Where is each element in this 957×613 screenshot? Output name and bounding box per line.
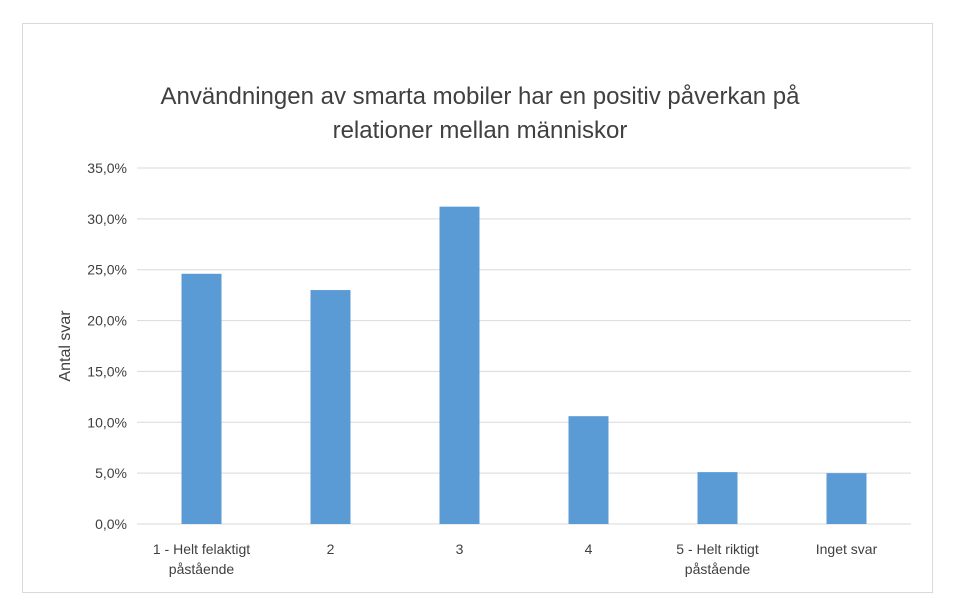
- chart-title-line-2: relationer mellan människor: [333, 117, 628, 144]
- bar: [826, 473, 867, 524]
- y-tick-label: 10,0%: [87, 414, 127, 430]
- y-tick-label: 5,0%: [95, 465, 127, 481]
- x-tick-label: 5 - Helt riktigt påstående: [676, 541, 759, 577]
- x-tick-label: 3: [456, 541, 464, 557]
- x-tick-label: 2: [327, 541, 335, 557]
- y-tick-labels: 0,0% 5,0% 10,0% 15,0% 20,0% 25,0% 30,0% 35,0%: [87, 160, 127, 532]
- bars: [181, 206, 867, 524]
- y-tick-label: 25,0%: [87, 262, 127, 278]
- bar: [310, 290, 351, 524]
- bar: [439, 206, 480, 524]
- bar: [181, 273, 222, 524]
- y-axis-label: Antal svar: [57, 310, 74, 382]
- bar: [697, 472, 738, 524]
- y-tick-label: 20,0%: [87, 313, 127, 329]
- y-tick-label: 15,0%: [87, 363, 127, 379]
- y-tick-label: 0,0%: [95, 516, 127, 532]
- gridlines: [137, 167, 911, 525]
- bar: [568, 416, 609, 524]
- x-tick-label: Inget svar: [816, 541, 878, 557]
- y-tick-label: 30,0%: [87, 211, 127, 227]
- chart-title-line-1: Användningen av smarta mobiler har en po…: [160, 83, 800, 110]
- x-tick-label: 1 - Helt felaktigt påstående: [153, 541, 250, 577]
- x-tick-labels: 1 - Helt felaktigt påstående 2 3 4 5 - Helt r…: [153, 541, 878, 577]
- x-tick-label: 4: [585, 541, 593, 557]
- y-tick-label: 35,0%: [87, 160, 127, 176]
